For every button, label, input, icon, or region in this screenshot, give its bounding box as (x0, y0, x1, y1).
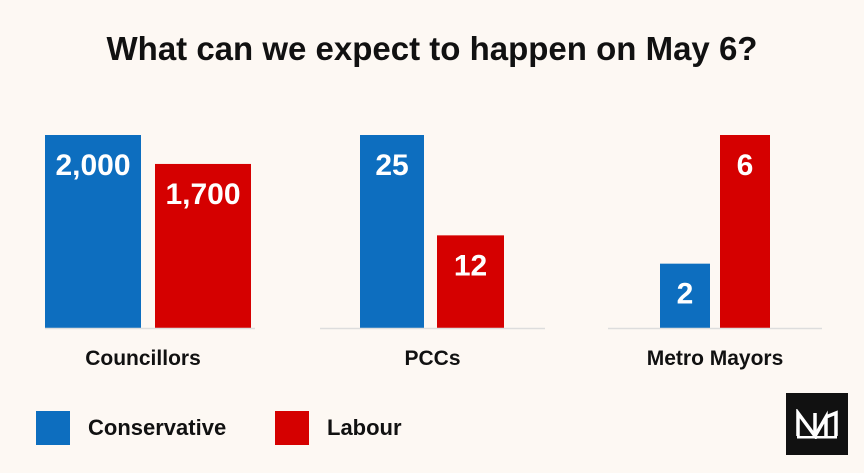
category-label-councillors: Councillors (85, 347, 201, 370)
data-label-councillors-conservative: 2,000 (55, 149, 130, 182)
legend-item-conservative: Conservative (36, 411, 226, 445)
data-label-pccs-conservative: 25 (375, 149, 408, 182)
bar-pccs-labour (437, 235, 504, 328)
bar-metro-mayors-conservative (660, 263, 710, 328)
legend-label-labour: Labour (327, 415, 402, 440)
data-label-metro-mayors-labour: 6 (737, 149, 754, 182)
legend-swatch-conservative (36, 411, 70, 445)
data-label-councillors-labour: 1,700 (165, 178, 240, 211)
bar-councillors-conservative (45, 135, 141, 328)
bar-pccs-conservative (360, 135, 424, 328)
legend-item-labour: Labour (275, 411, 402, 445)
data-label-pccs-labour: 12 (454, 249, 487, 282)
category-label-pccs: PCCs (404, 347, 460, 370)
category-label-metro-mayors: Metro Mayors (647, 347, 784, 370)
data-label-metro-mayors-conservative: 2 (677, 278, 694, 311)
chart-title: What can we expect to happen on May 6? (106, 30, 758, 67)
bar-chart: 2,000 1,700 Councillors 25 12 PCCs 2 6 Metro May… (45, 135, 822, 370)
bar-metro-mayors-labour (720, 135, 770, 328)
bar-councillors-labour (155, 163, 251, 328)
legend-swatch-labour (275, 411, 309, 445)
nm-logo-icon (786, 393, 848, 455)
legend-label-conservative: Conservative (88, 415, 227, 440)
